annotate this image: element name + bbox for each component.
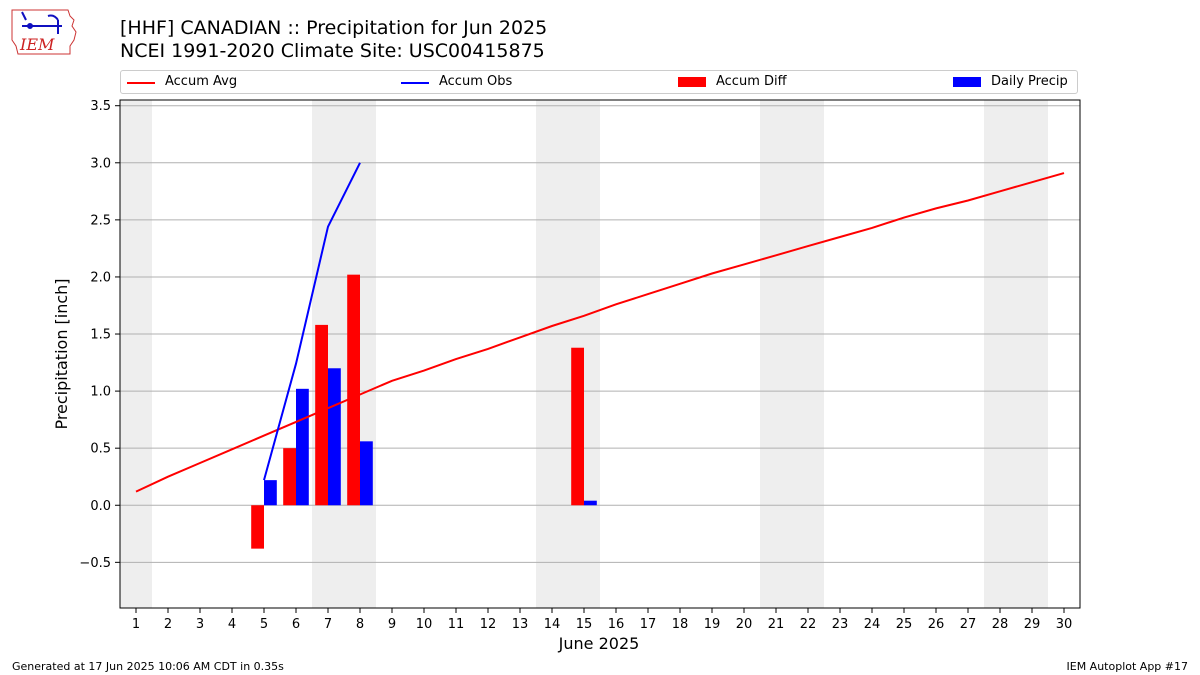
weekend-shade <box>760 100 792 608</box>
x-tick-label: 20 <box>736 617 753 632</box>
chart-subtitle: NCEI 1991-2020 Climate Site: USC00415875 <box>120 40 545 62</box>
x-tick-label: 7 <box>324 617 332 632</box>
iem-logo: IEM <box>11 9 77 55</box>
x-tick-label: 17 <box>640 617 657 632</box>
accum-diff-bar <box>571 347 584 506</box>
daily-precip-bar <box>584 500 597 506</box>
x-tick-label: 24 <box>864 617 881 632</box>
x-tick-label: 5 <box>260 617 268 632</box>
weekend-shade <box>984 100 1016 608</box>
iowa-outline-icon <box>11 9 77 55</box>
lines <box>135 162 1065 493</box>
x-tick-label: 16 <box>608 617 625 632</box>
x-tick-label: 10 <box>416 617 433 632</box>
x-tick-label: 13 <box>512 617 529 632</box>
y-tick-label: 1.0 <box>90 385 111 400</box>
x-tick-label: 28 <box>992 617 1009 632</box>
legend-swatch-accum-obs <box>401 82 429 84</box>
legend: Accum Avg Accum Obs Accum Diff Daily Pre… <box>120 70 1078 94</box>
x-axis-ticks: 1 2 3 4 5 6 7 8 9 10 11 12 13 14 15 16 17 18 19 20 21 22 23 24 2… <box>132 608 1072 632</box>
x-tick-label: 8 <box>356 617 364 632</box>
y-gridlines <box>120 105 1080 563</box>
y-tick-label: −0.5 <box>79 556 111 571</box>
daily-precip-bar <box>328 368 341 506</box>
accum-avg-line <box>135 172 1065 493</box>
logo-text: IEM <box>19 35 55 54</box>
y-tick-label: 2.0 <box>90 270 111 285</box>
x-tick-label: 18 <box>672 617 689 632</box>
y-tick-label: 0.5 <box>90 442 111 457</box>
x-tick-label: 15 <box>576 617 593 632</box>
y-tick-label: 0.0 <box>90 499 111 514</box>
x-tick-label: 1 <box>132 617 140 632</box>
x-tick-label: 6 <box>292 617 300 632</box>
x-tick-label: 19 <box>704 617 721 632</box>
accum-diff-bar <box>315 324 328 506</box>
footer-generated-info: Generated at 17 Jun 2025 10:06 AM CDT in… <box>12 660 284 673</box>
weekend-shade <box>792 100 824 608</box>
weekend-shade <box>120 100 152 608</box>
x-tick-label: 9 <box>388 617 396 632</box>
x-tick-label: 25 <box>896 617 913 632</box>
y-tick-label: 3.0 <box>90 156 111 171</box>
x-tick-label: 23 <box>832 617 849 632</box>
legend-label: Daily Precip <box>991 74 1068 89</box>
chart-title: [HHF] CANADIAN :: Precipitation for Jun … <box>120 17 548 39</box>
x-tick-label: 11 <box>448 617 465 632</box>
y-tick-label: 3.5 <box>90 99 111 114</box>
legend-label: Accum Obs <box>439 74 513 89</box>
legend-label: Accum Diff <box>716 74 787 89</box>
x-tick-label: 29 <box>1024 617 1041 632</box>
footer-app-id: IEM Autoplot App #17 <box>1066 660 1189 673</box>
x-tick-label: 26 <box>928 617 945 632</box>
x-tick-label: 21 <box>768 617 785 632</box>
legend-swatch-accum-diff <box>678 77 706 87</box>
x-tick-label: 4 <box>228 617 236 632</box>
bars <box>251 274 597 549</box>
accum-obs-line <box>263 162 361 481</box>
y-axis-ticks: −0.5 0.0 0.5 1.0 1.5 2.0 2.5 3.0 3.5 <box>79 99 120 571</box>
accum-diff-bar <box>283 448 296 506</box>
accum-diff-bar <box>347 274 360 506</box>
weekend-shade <box>536 100 568 608</box>
plot-frame <box>119 99 1081 609</box>
accum-diff-bar <box>251 505 264 549</box>
legend-swatch-daily-precip <box>953 77 981 87</box>
x-tick-label: 12 <box>480 617 497 632</box>
x-tick-label: 14 <box>544 617 561 632</box>
weather-instruments-icon <box>21 11 62 34</box>
x-tick-label: 30 <box>1056 617 1073 632</box>
legend-swatch-accum-avg <box>127 82 155 84</box>
legend-label: Accum Avg <box>165 74 238 89</box>
daily-precip-bar <box>264 480 277 506</box>
y-tick-label: 1.5 <box>90 328 111 343</box>
daily-precip-bar <box>360 441 373 506</box>
daily-precip-bar <box>296 388 309 506</box>
x-tick-label: 2 <box>164 617 172 632</box>
x-axis-label: June 2025 <box>558 634 640 653</box>
x-tick-label: 3 <box>196 617 204 632</box>
x-tick-label: 22 <box>800 617 817 632</box>
x-tick-label: 27 <box>960 617 977 632</box>
weekend-shade <box>1016 100 1048 608</box>
y-axis-label: Precipitation [inch] <box>52 278 71 429</box>
y-tick-label: 2.5 <box>90 213 111 228</box>
